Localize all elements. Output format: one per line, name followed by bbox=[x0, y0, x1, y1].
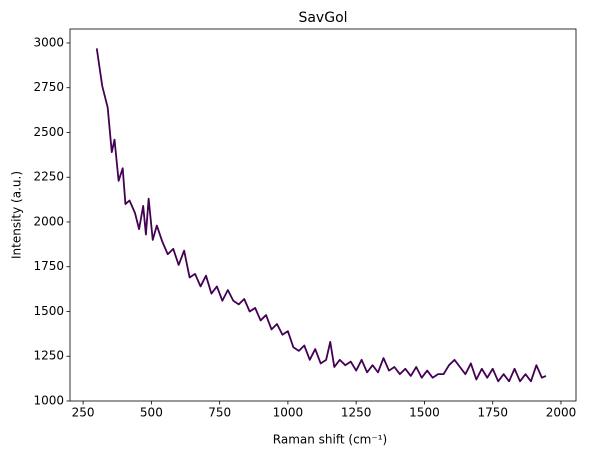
x-tick-label: 1250 bbox=[341, 406, 372, 420]
x-tick-label: 1750 bbox=[477, 406, 508, 420]
plot-frame bbox=[69, 28, 577, 402]
x-tick-label: 250 bbox=[72, 406, 95, 420]
y-tick-label: 2000 bbox=[33, 214, 64, 228]
x-tick-label: 500 bbox=[140, 406, 163, 420]
y-axis-label: Intensity (a.u.) bbox=[10, 171, 24, 259]
y-tick-label: 1750 bbox=[33, 259, 64, 273]
y-tick-label: 2750 bbox=[33, 80, 64, 94]
y-tick-label: 1500 bbox=[33, 304, 64, 318]
x-tick-label: 1000 bbox=[273, 406, 304, 420]
line-series bbox=[95, 48, 547, 383]
y-tick-label: 2250 bbox=[33, 170, 64, 184]
y-tick-label: 1000 bbox=[33, 394, 64, 408]
x-tick-label: 1500 bbox=[409, 406, 440, 420]
x-tick-label: 2000 bbox=[546, 406, 577, 420]
x-axis-label: Raman shift (cm⁻¹) bbox=[273, 433, 387, 447]
x-tick-label: 750 bbox=[208, 406, 231, 420]
y-tick-label: 2500 bbox=[33, 125, 64, 139]
chart-title: SavGol bbox=[298, 10, 347, 26]
y-tick-label: 1250 bbox=[33, 349, 64, 363]
y-tick-label: 3000 bbox=[33, 35, 64, 49]
